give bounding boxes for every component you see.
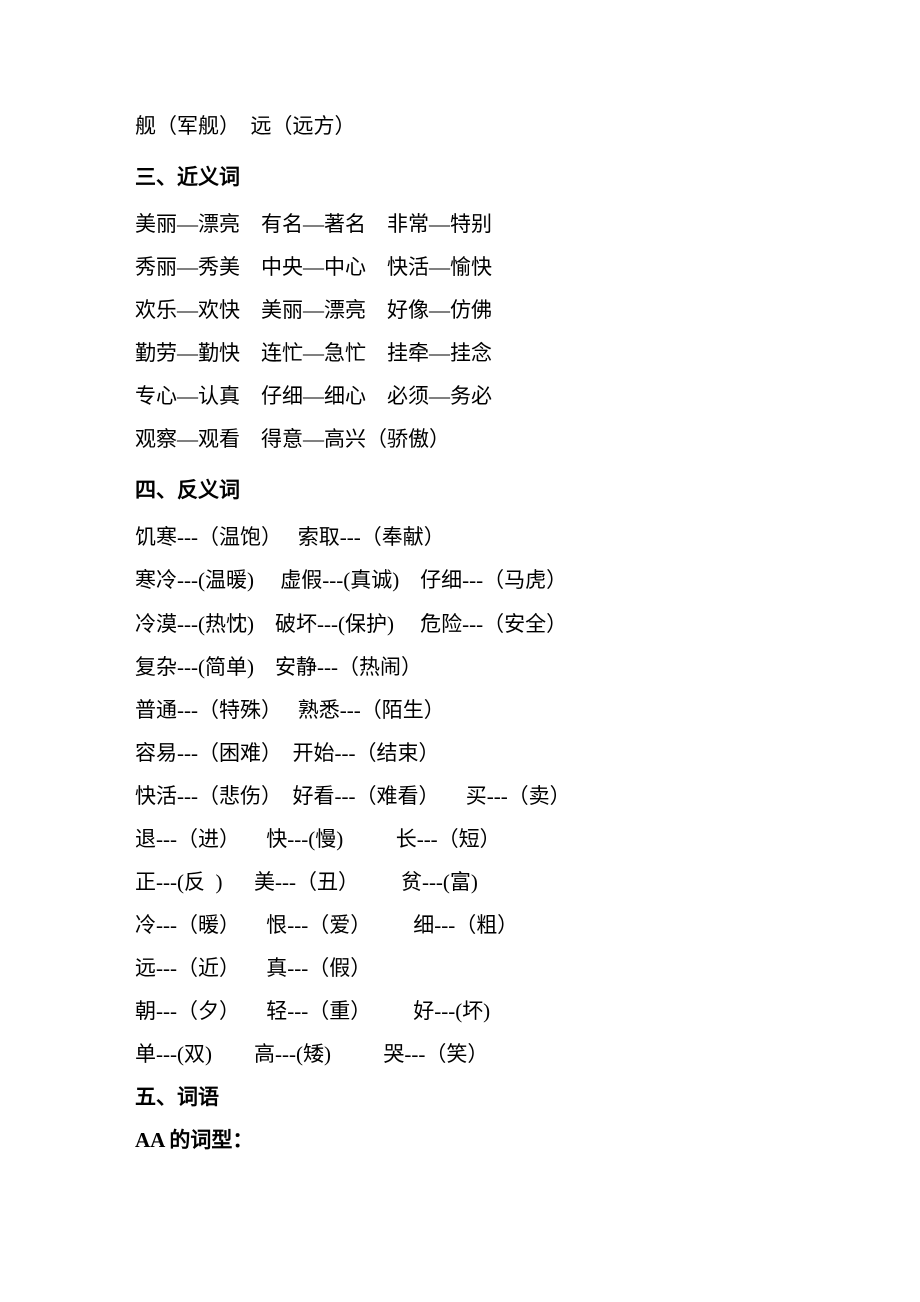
section4-line: 正---(反 ) 美---（丑） 贫---(富) bbox=[135, 861, 785, 904]
section3-line: 欢乐—欢快 美丽—漂亮 好像—仿佛 bbox=[135, 289, 785, 332]
section4-line: 复杂---(简单) 安静---（热闹） bbox=[135, 646, 785, 689]
section3-line: 专心—认真 仔细—细心 必须—务必 bbox=[135, 375, 785, 418]
document-page: 舰（军舰） 远（远方） 三、近义词 美丽—漂亮 有名—著名 非常—特别 秀丽—秀… bbox=[0, 0, 920, 1302]
section3-heading: 三、近义词 bbox=[135, 156, 785, 199]
section4-line: 寒冷---(温暖) 虚假---(真诚) 仔细---（马虎） bbox=[135, 559, 785, 602]
section4-line: 快活---（悲伤） 好看---（难看） 买---（卖） bbox=[135, 775, 785, 818]
section4-line: 朝---（夕） 轻---（重） 好---(坏) bbox=[135, 990, 785, 1033]
section3-line: 勤劳—勤快 连忙—急忙 挂牵—挂念 bbox=[135, 332, 785, 375]
section4-line: 普通---（特殊） 熟悉---（陌生） bbox=[135, 689, 785, 732]
section3-line: 观察—观看 得意—高兴（骄傲） bbox=[135, 418, 785, 461]
section4-line: 冷漠---(热忱) 破坏---(保护) 危险---（安全） bbox=[135, 603, 785, 646]
section4-heading: 四、反义词 bbox=[135, 469, 785, 512]
section3-line: 秀丽—秀美 中央—中心 快活—愉快 bbox=[135, 246, 785, 289]
section4-line: 冷---（暖） 恨---（爱） 细---（粗） bbox=[135, 904, 785, 947]
intro-line: 舰（军舰） 远（远方） bbox=[135, 105, 785, 148]
section5-subheading: AA 的词型： bbox=[135, 1119, 785, 1162]
section4-line: 饥寒---（温饱） 索取---（奉献） bbox=[135, 516, 785, 559]
section5-heading: 五、词语 bbox=[135, 1076, 785, 1119]
section4-line: 退---（进） 快---(慢) 长---（短） bbox=[135, 818, 785, 861]
section4-line: 容易---（困难） 开始---（结束） bbox=[135, 732, 785, 775]
section3-line: 美丽—漂亮 有名—著名 非常—特别 bbox=[135, 203, 785, 246]
section4-line: 远---（近） 真---（假） bbox=[135, 947, 785, 990]
section4-line: 单---(双) 高---(矮) 哭---（笑） bbox=[135, 1033, 785, 1076]
